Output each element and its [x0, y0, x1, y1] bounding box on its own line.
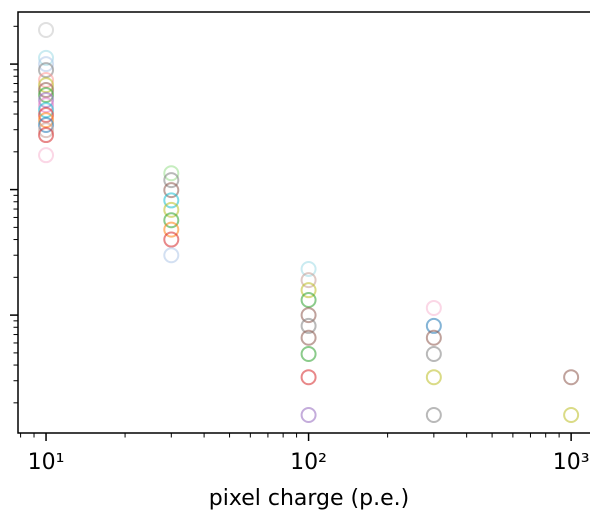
- point: [300, 282, 317, 299]
- point: [300, 272, 317, 289]
- axes-frame: [17, 11, 590, 434]
- point: [38, 147, 55, 164]
- point: [425, 317, 442, 334]
- point: [38, 87, 55, 104]
- point: [38, 21, 55, 38]
- point: [300, 369, 317, 386]
- point: [38, 62, 55, 79]
- point: [38, 122, 55, 139]
- point: [425, 369, 442, 386]
- point: [163, 172, 180, 189]
- x-axis-label: pixel charge (p.e.): [209, 486, 409, 511]
- point: [38, 127, 55, 144]
- point: [163, 201, 180, 218]
- point: [300, 345, 317, 362]
- point: [38, 82, 55, 99]
- point: [425, 329, 442, 346]
- point: [163, 247, 180, 264]
- point: [163, 182, 180, 199]
- point: [300, 317, 317, 334]
- point: [38, 117, 55, 134]
- x-tick-label: 10¹: [28, 450, 65, 475]
- point: [163, 165, 180, 182]
- point: [425, 299, 442, 316]
- x-tick-label: 10³: [553, 450, 590, 475]
- point: [163, 192, 180, 209]
- point: [300, 406, 317, 423]
- point: [300, 307, 317, 324]
- point: [300, 291, 317, 308]
- point: [425, 406, 442, 423]
- point: [425, 345, 442, 362]
- point: [163, 212, 180, 229]
- point: [300, 329, 317, 346]
- point: [163, 231, 180, 248]
- point: [563, 369, 580, 386]
- point: [163, 221, 180, 238]
- point: [300, 260, 317, 277]
- x-tick-label: 10²: [290, 450, 327, 475]
- point: [38, 49, 55, 66]
- point: [38, 56, 55, 73]
- point: [563, 406, 580, 423]
- point: [38, 106, 55, 123]
